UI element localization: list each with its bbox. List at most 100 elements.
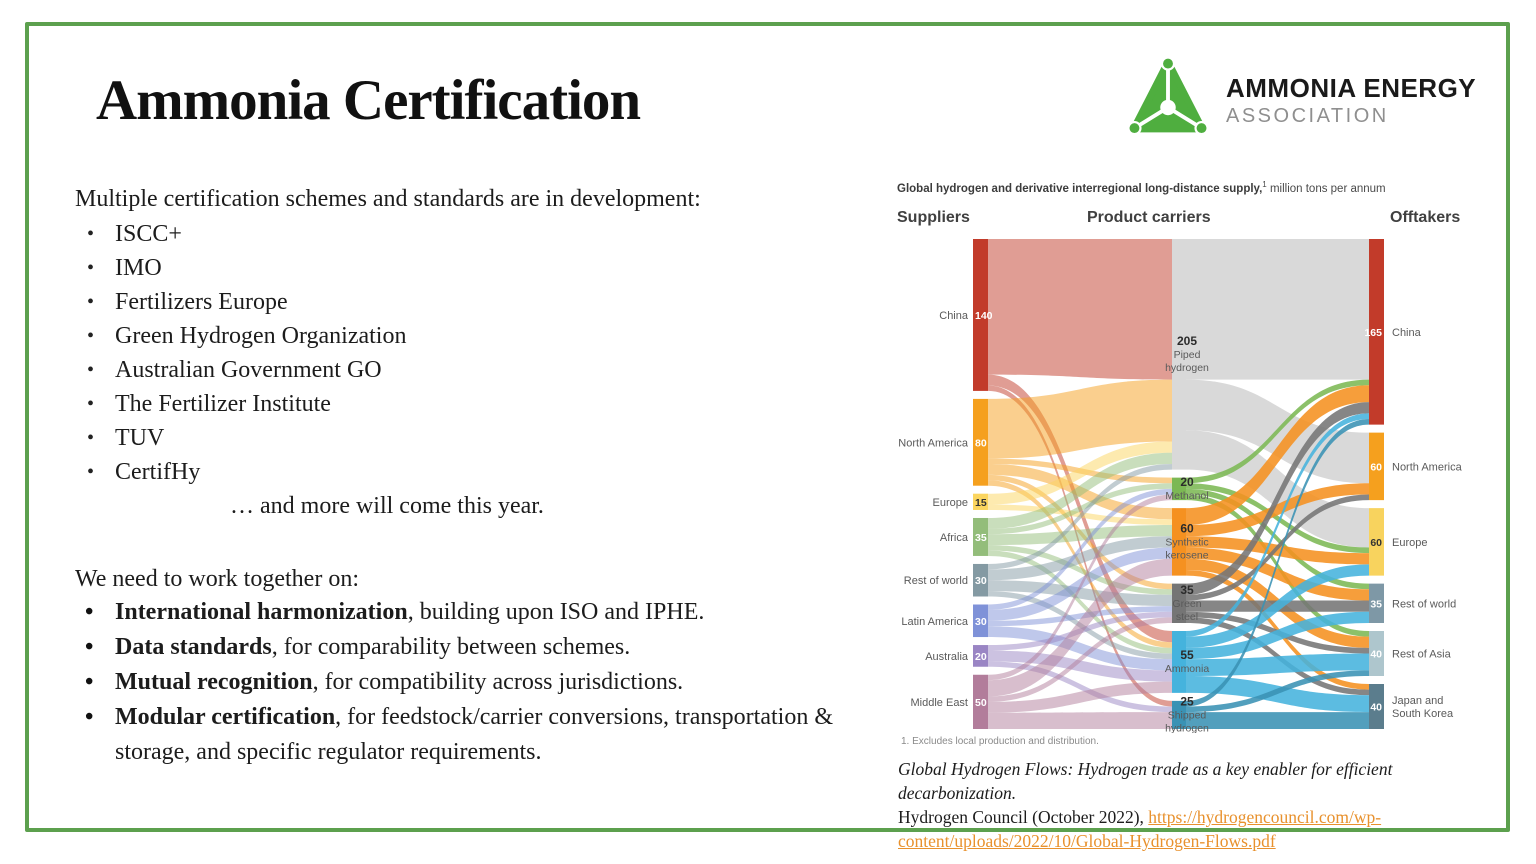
chart-title-footnote-marker: 1 (1262, 180, 1267, 189)
list-item: Fertilizers Europe (75, 285, 855, 319)
offtaker-label: Japan and (1392, 695, 1443, 707)
sankey-node (1172, 700, 1186, 729)
supplier-value: 50 (975, 697, 987, 709)
citation-link[interactable]: https://hydrogencouncil.com/wp-content/u… (898, 807, 1382, 852)
item-rest: , for comparability between schemes. (271, 634, 631, 660)
carrier-label: Synthetic (1165, 536, 1208, 548)
sankey-link (988, 545, 1172, 595)
sankey-link (1186, 483, 1369, 554)
carrier-value: 60 (1180, 521, 1194, 535)
sankey-node (1172, 631, 1186, 693)
item-bold: Modular certification (115, 704, 336, 730)
item-bold: Data standards (115, 634, 272, 660)
chart-title-bold: Global hydrogen and derivative interregi… (897, 182, 1263, 195)
chart-title-units: million tons per annum (1266, 182, 1386, 195)
sankey-node (1172, 508, 1186, 576)
supplier-value: 80 (975, 437, 987, 449)
sankey-link (988, 488, 1172, 610)
offtaker-value: 40 (1370, 649, 1382, 661)
offtaker-label: Rest of Asia (1392, 649, 1452, 661)
carrier-value: 55 (1180, 648, 1194, 662)
list-item: International harmonization, building up… (75, 595, 855, 630)
offtaker-value: 40 (1370, 702, 1382, 714)
carrier-label: Ammonia (1165, 663, 1210, 675)
sankey-link (1186, 611, 1369, 660)
sankey-link (988, 550, 1172, 654)
sankey-link (988, 385, 1172, 707)
list-item: Australian Government GO (75, 353, 855, 387)
supplier-value: 35 (975, 532, 987, 544)
sankey-link (988, 558, 1172, 697)
item-rest: , for compatibility across jurisdictions… (312, 669, 684, 695)
sankey-link (1186, 494, 1369, 601)
sankey-link (988, 379, 1172, 459)
offtaker-value: 35 (1370, 598, 1382, 610)
sankey-link (1186, 653, 1369, 676)
sankey-link (988, 483, 1172, 535)
sankey-link (1186, 402, 1369, 595)
carrier-label: Shipped (1168, 709, 1207, 721)
supplier-label: Rest of world (904, 575, 968, 587)
item-rest: , building upon ISO and IPHE. (407, 599, 705, 625)
list-item: Modular certification, for feedstock/car… (75, 700, 855, 770)
sankey-link (988, 661, 1172, 713)
supplier-value: 30 (975, 575, 987, 587)
carrier-value: 20 (1180, 475, 1194, 489)
sankey-link (988, 494, 1172, 681)
molecule-triangle-icon (1124, 55, 1212, 146)
sankey-link (988, 626, 1172, 671)
sankey-link (1186, 564, 1369, 648)
offtaker-label: Europe (1392, 537, 1427, 549)
sankey-link (1186, 670, 1369, 713)
carrier-label: kerosene (1165, 549, 1208, 561)
sankey-link (988, 547, 1172, 621)
ammonia-energy-logo: AMMONIA ENERGY ASSOCIATION (1124, 55, 1476, 146)
sankey-node (973, 563, 988, 597)
sankey-link (988, 580, 1172, 607)
list-item: Green Hydrogen Organization (75, 319, 855, 353)
sankey-link (988, 536, 1172, 581)
sankey-node (973, 493, 988, 510)
offtaker-label: North America (1392, 461, 1463, 473)
column-header-product-carriers: Product carriers (1087, 209, 1211, 226)
sankey-link (1186, 547, 1369, 601)
sankey-link (988, 239, 1172, 380)
collab-list: International harmonization, building up… (75, 595, 855, 770)
carrier-label: hydrogen (1165, 362, 1209, 374)
supplier-label: Latin America (901, 616, 969, 628)
sankey-link (1186, 419, 1369, 707)
carrier-value: 25 (1180, 694, 1194, 708)
supplier-label: North America (898, 437, 969, 449)
sankey-node (973, 239, 988, 391)
citation-source: Hydrogen Council (October 2022), (898, 807, 1149, 828)
supplier-value: 20 (975, 651, 987, 663)
carrier-label: hydrogen (1165, 722, 1209, 733)
sankey-node (1369, 432, 1384, 501)
list-item: The Fertilizer Institute (75, 387, 855, 421)
carrier-value: 35 (1180, 583, 1194, 597)
sankey-node (1369, 508, 1384, 576)
sankey-link (988, 480, 1172, 648)
sankey-link (1186, 413, 1369, 637)
carrier-value: 205 (1177, 334, 1197, 348)
offtaker-label: Rest of world (1392, 598, 1456, 610)
supplier-label: Europe (933, 497, 968, 509)
sankey-chart: China 140 North America 80 Europe 15 Africa 35 R… (898, 239, 1463, 733)
sankey-link (988, 617, 1172, 702)
sankey-node (973, 517, 988, 556)
sankey-node (973, 398, 988, 486)
item-bold: Mutual recognition (115, 669, 313, 695)
sankey-node (973, 645, 988, 667)
sankey-link (988, 606, 1172, 627)
sankey-node (1172, 477, 1186, 501)
sankey-link (1186, 488, 1369, 590)
item-bold: International harmonization (115, 599, 408, 625)
carrier-label: Methanol (1165, 490, 1208, 502)
collab-heading: We need to work together on: (75, 566, 359, 592)
sankey-node (1369, 583, 1384, 623)
list-item: TUV (75, 421, 855, 455)
offtaker-label: South Korea (1392, 708, 1454, 720)
supplier-label: Australia (925, 651, 969, 663)
scheme-list: ISCC+ IMO Fertilizers Europe Green Hydro… (75, 217, 855, 489)
page-title: Ammonia Certification (96, 69, 641, 132)
